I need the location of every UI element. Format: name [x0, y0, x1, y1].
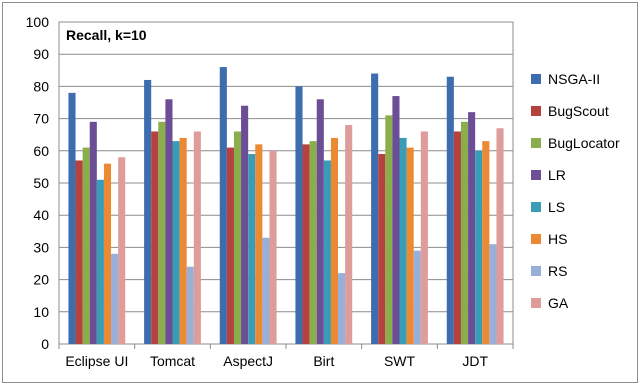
- x-tick-label: JDT: [462, 353, 488, 369]
- x-tick-label: AspectJ: [223, 353, 273, 369]
- bar-buglocator-aspectj: [233, 131, 242, 344]
- y-tick-label: 90: [33, 46, 49, 62]
- bar-nsga-ii-tomcat: [144, 79, 152, 345]
- bar-nsga-ii-eclipse-ui: [68, 92, 76, 344]
- legend-swatch: [531, 298, 541, 308]
- y-tick-label: 40: [33, 207, 49, 223]
- bar-bugscout-birt: [302, 144, 310, 344]
- bar-hs-swt: [406, 147, 414, 344]
- bar-buglocator-tomcat: [158, 121, 166, 344]
- bar-ga-birt: [345, 125, 353, 344]
- legend-label: BugScout: [548, 103, 609, 119]
- legend-label: NSGA-II: [548, 71, 600, 87]
- bar-ga-tomcat: [193, 131, 201, 344]
- bar-hs-birt: [330, 137, 339, 344]
- bar-nsga-ii-jdt: [446, 76, 454, 345]
- bar-buglocator-jdt: [460, 121, 469, 344]
- bar-nsga-ii-birt: [295, 86, 303, 345]
- bar-buglocator-birt: [309, 141, 317, 344]
- bar-hs-aspectj: [255, 144, 263, 344]
- legend-swatch: [531, 74, 541, 84]
- bar-hs-eclipse-ui: [103, 163, 112, 344]
- y-tick-label: 50: [33, 175, 49, 191]
- legend-label: LS: [548, 199, 565, 215]
- y-tick-label: 80: [33, 78, 49, 94]
- y-tick-labels: 0 10 20 30 40 50 60 70 80 90 100: [26, 14, 50, 352]
- x-tick-label: SWT: [384, 353, 416, 369]
- bar-lr-jdt: [468, 112, 476, 344]
- bar-ls-swt: [399, 137, 407, 344]
- bar-bugscout-jdt: [453, 131, 461, 344]
- bar-hs-tomcat: [179, 137, 187, 344]
- legend-label: GA: [548, 295, 569, 311]
- legend-label: HS: [548, 231, 567, 247]
- bars: [68, 67, 504, 345]
- chart-title: Recall, k=10: [66, 27, 147, 43]
- bar-nsga-ii-aspectj: [219, 67, 227, 344]
- bar-lr-swt: [392, 96, 400, 344]
- bar-rs-tomcat: [186, 266, 194, 344]
- bar-rs-birt: [338, 273, 346, 344]
- y-tick-label: 60: [33, 143, 49, 159]
- legend-swatch: [531, 170, 541, 180]
- y-tick-label: 20: [33, 272, 49, 288]
- y-tick-label: 30: [33, 239, 49, 255]
- y-tick-label: 10: [33, 304, 49, 320]
- legend-swatch: [531, 106, 541, 116]
- bar-bugscout-tomcat: [151, 131, 159, 344]
- bar-rs-jdt: [489, 244, 497, 344]
- bar-ls-eclipse-ui: [96, 179, 104, 344]
- bar-ga-swt: [420, 131, 428, 344]
- bar-ga-aspectj: [269, 150, 277, 344]
- bar-nsga-ii-swt: [371, 73, 379, 345]
- legend-label: LR: [548, 167, 566, 183]
- bar-lr-eclipse-ui: [89, 121, 97, 344]
- bar-rs-aspectj: [262, 237, 270, 344]
- bar-ga-eclipse-ui: [118, 157, 126, 344]
- bar-hs-jdt: [482, 141, 490, 344]
- x-tick-label: Birt: [313, 353, 334, 369]
- bar-lr-tomcat: [165, 99, 173, 344]
- bar-ls-aspectj: [248, 154, 256, 344]
- legend-label: BugLocator: [548, 135, 620, 151]
- bar-bugscout-eclipse-ui: [75, 160, 83, 344]
- legend-swatch: [531, 234, 541, 244]
- y-tick-label: 70: [33, 111, 49, 127]
- bar-bugscout-swt: [378, 154, 386, 344]
- x-tick-labels: Eclipse UI Tomcat AspectJ Birt SWT JDT: [58, 344, 514, 369]
- x-tick-label: Tomcat: [150, 353, 195, 369]
- bar-bugscout-aspectj: [226, 147, 234, 344]
- bar-lr-birt: [316, 99, 324, 344]
- gridlines: [59, 21, 513, 345]
- bar-ga-jdt: [496, 128, 504, 344]
- bar-ls-birt: [323, 160, 331, 344]
- x-tick-label: Eclipse UI: [65, 353, 128, 369]
- bar-rs-eclipse-ui: [111, 253, 119, 344]
- bar-ls-tomcat: [172, 141, 180, 344]
- bar-rs-swt: [413, 250, 421, 344]
- bar-buglocator-eclipse-ui: [82, 147, 90, 344]
- legend: NSGA-II BugScout BugLocator LR LS HS RS GA: [531, 71, 620, 311]
- y-tick-label: 100: [26, 14, 50, 30]
- bar-lr-aspectj: [241, 105, 249, 344]
- legend-label: RS: [548, 263, 567, 279]
- legend-swatch: [531, 266, 541, 276]
- bar-buglocator-swt: [385, 115, 393, 344]
- legend-swatch: [531, 202, 541, 212]
- y-tick-label: 0: [41, 336, 49, 352]
- legend-swatch: [531, 138, 541, 148]
- bar-ls-jdt: [475, 150, 483, 344]
